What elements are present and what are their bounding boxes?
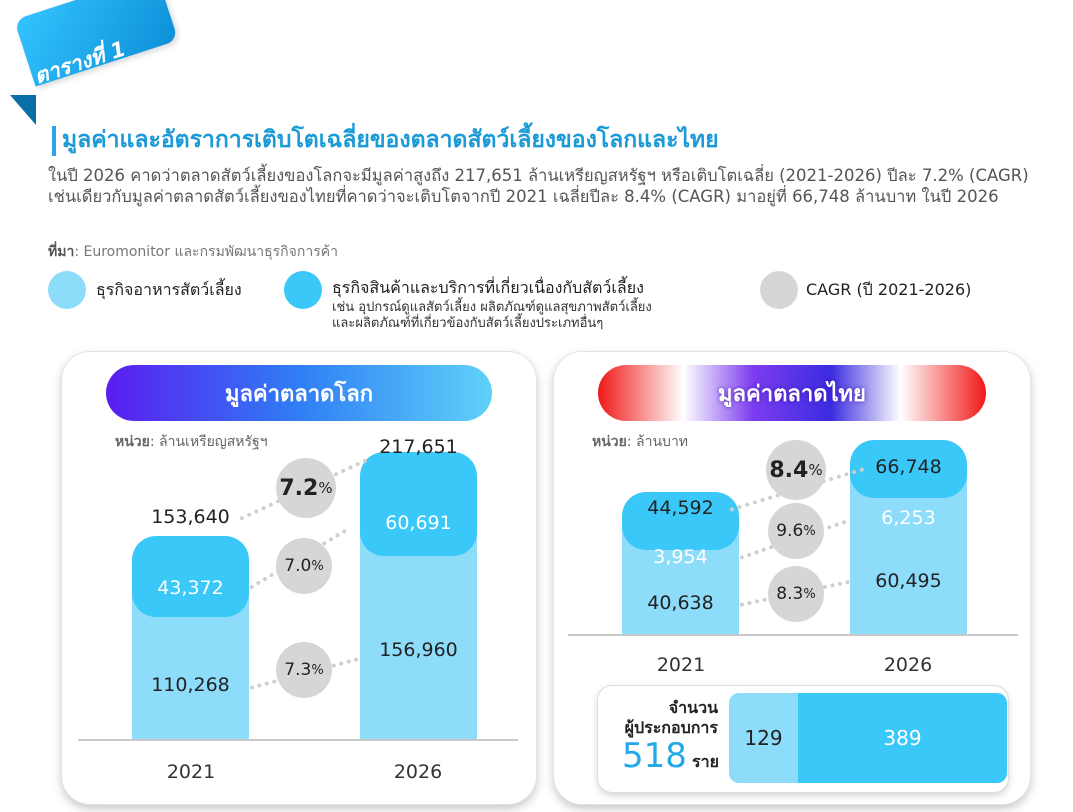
- world-products-2026-label: 60,691: [385, 512, 452, 534]
- operators-segment-2: 389: [798, 693, 1007, 783]
- thai-cagr-food-suffix: %: [803, 586, 816, 602]
- world-unit-text: : ล้านเหรียญสหรัฐฯ: [149, 434, 268, 450]
- world-bar-products-2026: [360, 451, 477, 556]
- operators-label: จำนวน ผู้ประกอบการ: [604, 698, 718, 738]
- thai-bar-products-2026: [850, 439, 967, 498]
- world-baseline: [78, 739, 518, 741]
- legend-food-label: ธุรกิจอาหารสัตว์เลี้ยง: [96, 280, 242, 299]
- thai-food-2021-label: 40,638: [647, 592, 714, 614]
- world-year-2026: 2026: [393, 761, 443, 783]
- world-cagr-total-suffix: %: [318, 479, 333, 497]
- world-cagr-total-value: 7.2: [279, 475, 319, 501]
- operators-segment-2-label: 389: [883, 726, 922, 750]
- source-text: : Euromonitor และกรมพัฒนาธุรกิจการค้า: [74, 244, 338, 260]
- source-label: ที่มา: [48, 244, 75, 260]
- world-year-2021: 2021: [166, 761, 216, 783]
- world-cagr-food: 7.3%: [276, 642, 332, 698]
- world-total-2021-label: 153,640: [151, 506, 230, 528]
- thai-cagr-total-suffix: %: [808, 461, 823, 479]
- legend-products-swatch: [284, 271, 322, 309]
- thai-cagr-total: 8.4%: [766, 440, 826, 500]
- world-unit-label: หน่วย: [115, 434, 150, 450]
- thai-panel-title: มูลค่าตลาดไทย: [598, 365, 986, 421]
- legend-products-sub1: เช่น อุปกรณ์ดูแลสัตว์เลี้ยง ผลิตภัณฑ์ดูแ…: [332, 300, 652, 315]
- thai-baseline: [568, 634, 1018, 636]
- legend-cagr-swatch: [760, 271, 798, 309]
- world-cagr-products-value: 7.0: [284, 556, 312, 576]
- thai-year-2021: 2021: [656, 654, 706, 676]
- operators-total-value: 518: [622, 736, 687, 776]
- description: ในปี 2026 คาดว่าตลาดสัตว์เลี้ยงของโลกจะม…: [48, 166, 1029, 206]
- thai-unit: หน่วย: ล้านบาท: [592, 431, 688, 453]
- legend-food-swatch: [48, 271, 86, 309]
- world-total-2026-label: 217,651: [379, 436, 458, 458]
- world-products-2021-label: 43,372: [157, 577, 224, 599]
- operators-segment-1: 129: [729, 693, 798, 783]
- thai-cagr-products-value: 9.6: [776, 521, 804, 541]
- thai-food-2026-label: 60,495: [875, 570, 942, 592]
- legend-cagr-label: CAGR (ปี 2021-2026): [806, 280, 972, 299]
- operators-label-line2: ผู้ประกอบการ: [624, 718, 718, 737]
- thai-year-2026: 2026: [883, 654, 933, 676]
- page-title: มูลค่าและอัตราการเติบโตเฉลี่ยของตลาดสัตว…: [62, 127, 719, 153]
- legend-products-sub2: และผลิตภัณฑ์ที่เกี่ยวข้องกับสัตว์เลี้ยงป…: [332, 316, 604, 331]
- thai-products-2021-label: 3,954: [653, 546, 708, 568]
- legend-products-label: ธุรกิจสินค้าและบริการที่เกี่ยวเนื่องกับส…: [332, 278, 644, 297]
- world-cagr-products: 7.0%: [276, 538, 332, 594]
- world-food-2026-label: 156,960: [379, 639, 458, 661]
- operators-total: 518 ราย: [622, 736, 719, 776]
- world-cagr-products-suffix: %: [311, 558, 324, 574]
- thai-total-2021-label: 44,592: [647, 497, 714, 519]
- world-cagr-food-suffix: %: [311, 662, 324, 678]
- thai-unit-label: หน่วย: [592, 434, 627, 450]
- thai-products-2026-label: 6,253: [881, 507, 936, 529]
- world-cagr-total: 7.2%: [276, 458, 336, 518]
- thai-cagr-products-suffix: %: [803, 523, 816, 539]
- thai-cagr-food-value: 8.3: [776, 584, 804, 604]
- thai-cagr-food: 8.3%: [768, 566, 824, 622]
- badge-fold: [10, 95, 36, 125]
- title-accent: [52, 126, 56, 156]
- thai-bar-products-2021: [622, 492, 739, 551]
- world-cagr-food-value: 7.3: [284, 660, 312, 680]
- world-unit: หน่วย: ล้านเหรียญสหรัฐฯ: [115, 431, 268, 453]
- world-food-2021-label: 110,268: [151, 674, 230, 696]
- thai-total-2026-label: 66,748: [875, 456, 942, 478]
- thai-cagr-total-value: 8.4: [769, 457, 809, 483]
- world-panel-title: มูลค่าตลาดโลก: [106, 365, 492, 421]
- source-note: ที่มา: Euromonitor และกรมพัฒนาธุรกิจการค…: [48, 241, 338, 263]
- operators-label-line1: จำนวน: [668, 698, 718, 717]
- world-bar-products-2021: [132, 536, 249, 618]
- thai-unit-text: : ล้านบาท: [626, 434, 689, 450]
- operators-unit: ราย: [692, 752, 719, 771]
- thai-cagr-products: 9.6%: [768, 503, 824, 559]
- operators-segment-1-label: 129: [744, 726, 783, 750]
